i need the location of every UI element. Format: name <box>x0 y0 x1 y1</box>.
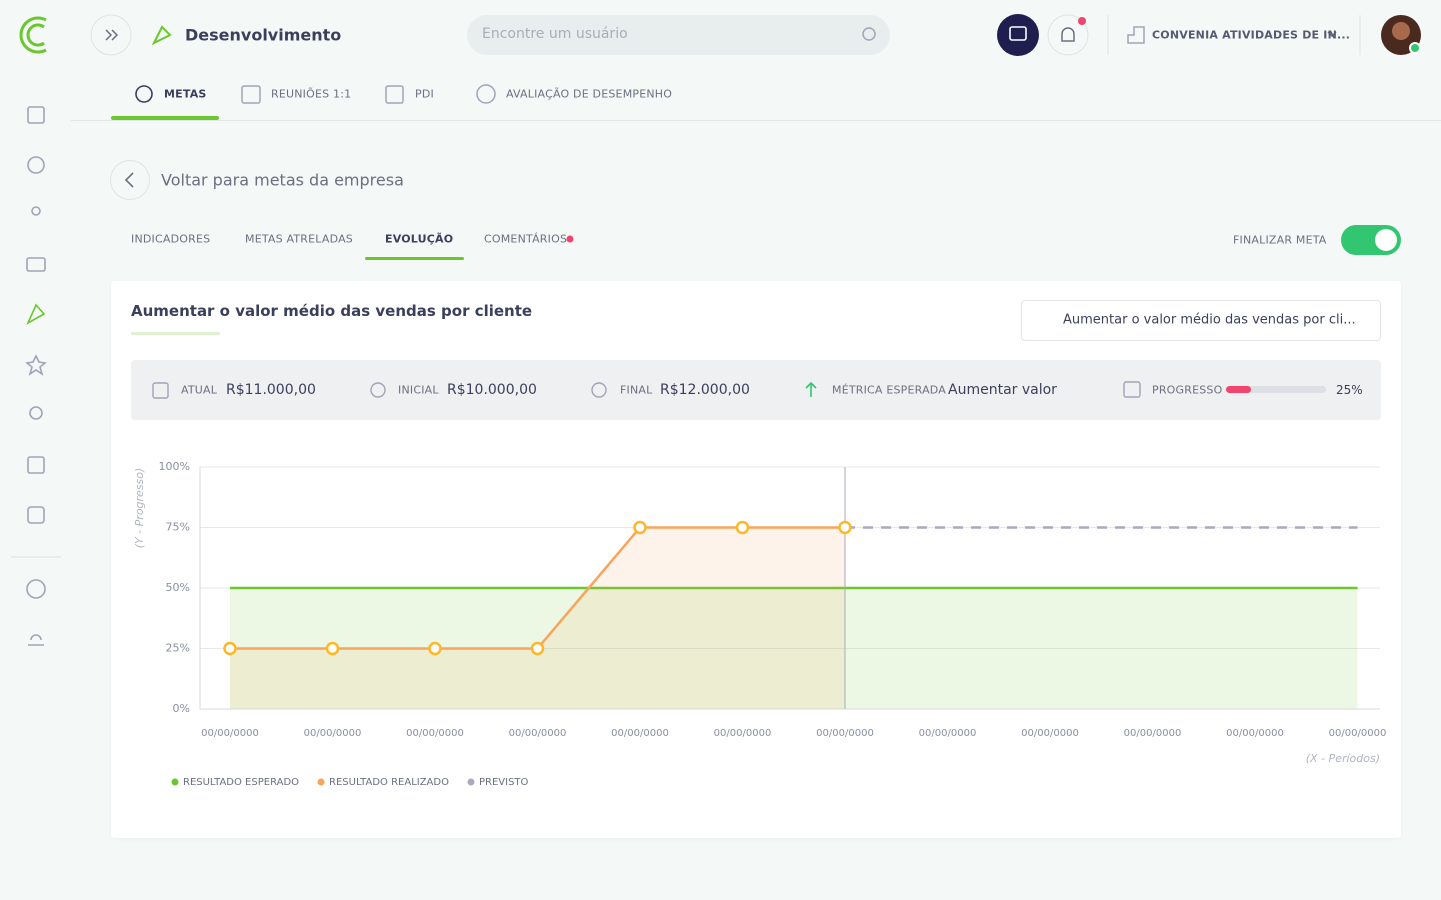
notifications-button[interactable] <box>1047 14 1089 56</box>
progress-fill <box>1226 386 1251 393</box>
x-tick-label: 00/00/0000 <box>509 728 567 739</box>
data-point <box>530 641 545 656</box>
nav-icon[interactable] <box>27 106 45 124</box>
y-axis-title: (Y - Progresso) <box>133 468 146 549</box>
search-placeholder[interactable]: Encontre um usuário <box>482 26 628 42</box>
x-tick-label: 00/00/0000 <box>1021 728 1079 739</box>
stat-label: INICIAL <box>398 383 439 397</box>
metric-select-text[interactable]: Aumentar o valor médio das vendas por cl… <box>1063 312 1356 328</box>
x-tick-label: 00/00/0000 <box>714 728 772 739</box>
nav-icon[interactable] <box>27 156 45 174</box>
company-icon <box>1127 26 1145 44</box>
data-point <box>633 520 647 535</box>
subnav-decor <box>110 160 1401 260</box>
search-box[interactable] <box>467 15 890 55</box>
x-tick-label: 00/00/0000 <box>611 728 669 739</box>
stat-label: FINAL <box>620 383 653 397</box>
stat-label: MÉTRICA ESPERADA <box>832 383 946 397</box>
x-tick-label: 00/00/0000 <box>201 728 259 739</box>
metric-select[interactable] <box>1021 300 1381 341</box>
nav-icon[interactable] <box>26 257 46 272</box>
logo <box>19 16 47 54</box>
chat-button[interactable] <box>997 14 1039 56</box>
data-point <box>325 641 340 656</box>
progress-label: PROGRESSO <box>1152 383 1223 397</box>
y-tick-label: 25% <box>166 642 190 655</box>
back-button[interactable] <box>110 160 150 200</box>
card-title: Aumentar o valor médio das vendas por cl… <box>131 302 533 320</box>
finalize-label: FINALIZAR META <box>1233 233 1327 247</box>
nav-icon[interactable] <box>28 634 44 646</box>
subtab[interactable]: INDICADORES <box>131 232 211 246</box>
y-tick-label: 50% <box>166 581 190 594</box>
stat-value: R$11.000,00 <box>226 382 316 398</box>
series-area <box>230 527 845 709</box>
company-chevron[interactable] <box>1327 31 1337 38</box>
progress-value: 25% <box>1336 383 1363 397</box>
notification-dot <box>1078 17 1086 25</box>
subtab[interactable]: METAS ATRELADAS <box>245 232 353 246</box>
help-icon[interactable] <box>26 579 46 599</box>
top-decor <box>71 14 1441 121</box>
legend-swatch <box>317 778 325 786</box>
tab[interactable]: PDI <box>415 87 434 101</box>
stat-label: ATUAL <box>181 383 218 397</box>
nav-icon[interactable] <box>29 406 43 420</box>
x-tick-label: 00/00/0000 <box>919 728 977 739</box>
x-tick-label: 00/00/0000 <box>304 728 362 739</box>
nav-icon[interactable] <box>27 506 45 524</box>
y-tick-label: 100% <box>159 460 190 473</box>
x-tick-label: 00/00/0000 <box>1226 728 1284 739</box>
data-point <box>838 520 852 535</box>
comment-dot <box>566 235 574 243</box>
chart: 0% 25% 50% 75% 100% (Y - Progresso) (X - Perío… <box>133 460 1387 788</box>
progress-track <box>1226 386 1326 393</box>
x-tick-label: 00/00/0000 <box>1329 728 1387 739</box>
data-point <box>223 641 237 656</box>
tab[interactable]: METAS <box>164 87 207 101</box>
back-link[interactable]: Voltar para metas da empresa <box>161 170 404 190</box>
x-tick-label: 00/00/0000 <box>816 728 874 739</box>
tab[interactable]: AVALIAÇÃO DE DESEMPENHO <box>506 87 673 101</box>
sidebar <box>11 16 61 646</box>
nav-icon[interactable] <box>25 354 47 376</box>
subtab[interactable]: EVOLUÇÃO <box>385 232 454 246</box>
nav-icon[interactable] <box>31 206 41 216</box>
data-point <box>428 641 442 656</box>
subtab-underline <box>365 257 464 260</box>
nav-icon[interactable] <box>26 303 46 325</box>
stat-value: Aumentar valor <box>948 382 1057 398</box>
x-axis-title: (X - Períodos) <box>1306 752 1380 765</box>
y-tick-label: 0% <box>173 702 190 715</box>
stat-value: R$12.000,00 <box>660 382 750 398</box>
stats-icons <box>152 381 1141 399</box>
data-point <box>735 520 750 535</box>
rocket-icon <box>151 25 172 46</box>
legend-label: RESULTADO REALIZADO <box>329 777 449 788</box>
page-title: Desenvolvimento <box>185 25 342 45</box>
x-tick-label: 00/00/0000 <box>406 728 464 739</box>
x-tick-label: 00/00/0000 <box>1124 728 1182 739</box>
y-tick-label: 75% <box>166 521 190 534</box>
online-dot <box>1409 42 1421 54</box>
company-name[interactable]: CONVENIA ATIVIDADES DE IN... <box>1152 28 1351 42</box>
nav-icon[interactable] <box>27 456 45 474</box>
title-underline <box>131 332 220 335</box>
series-area <box>230 588 1358 709</box>
legend-label: RESULTADO ESPERADO <box>183 777 299 788</box>
stat-value: R$10.000,00 <box>447 382 537 398</box>
tab-underline <box>111 116 219 120</box>
subtab[interactable]: COMENTÁRIOS <box>484 232 568 246</box>
legend-swatch <box>171 778 179 786</box>
tab[interactable]: REUNIÕES 1:1 <box>271 87 352 101</box>
legend-label: PREVISTO <box>479 777 529 788</box>
stats-bar <box>131 360 1381 420</box>
legend-swatch <box>467 778 475 786</box>
